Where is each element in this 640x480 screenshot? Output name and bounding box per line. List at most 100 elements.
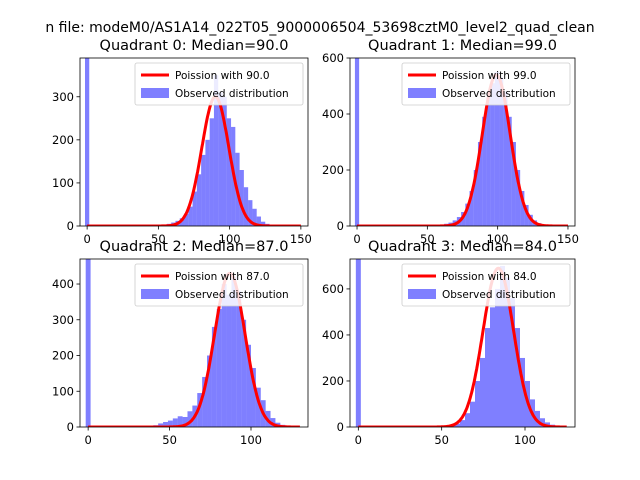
histogram-bar xyxy=(511,142,516,226)
y-tick-label: 100 xyxy=(52,176,74,190)
subplot-quadrant-3: 0 50 100 0 200 400 600 Quadrant 3: Median=84.0 P… xyxy=(322,239,576,447)
histogram-bar xyxy=(520,357,525,427)
y-tick-label: 600 xyxy=(322,282,344,296)
histogram-bar xyxy=(482,116,487,226)
subplot-quadrant-2: 0 50 100 0 100 200 300 400 Quadrant 2: Median=87… xyxy=(52,239,309,447)
histogram-bar xyxy=(505,277,510,427)
histogram-bar xyxy=(495,288,500,427)
histogram-bar xyxy=(184,213,189,226)
histogram-bar-spike xyxy=(354,58,360,226)
poisson-fit-line xyxy=(356,73,569,226)
histogram-bar xyxy=(243,187,249,226)
y-tick-label: 200 xyxy=(322,374,344,388)
y-tick-label: 600 xyxy=(322,51,344,65)
histogram-bar xyxy=(455,423,460,427)
axes-frame xyxy=(349,258,576,428)
x-tick-label: 0 xyxy=(84,433,91,447)
histogram-bar xyxy=(524,205,529,226)
y-tick-label: 0 xyxy=(337,420,344,434)
subplot-quadrant-1: 0 50 100 150 0 200 400 600 Quadrant 1: Median=99… xyxy=(322,38,579,246)
x-tick-label: 100 xyxy=(514,433,536,447)
histogram-bar xyxy=(469,191,474,226)
subplot-quadrant-0: 0 50 100 150 0 100 200 300 Quadrant 0: Median=90… xyxy=(52,38,312,246)
legend-label-observed: Observed distribution xyxy=(442,289,556,301)
legend-label-fit: Poission with 99.0 xyxy=(442,70,537,82)
legend: Poission with 84.0 Observed distribution xyxy=(401,263,571,307)
x-tick-label: 150 xyxy=(290,232,312,246)
x-tick-label: 50 xyxy=(434,433,449,447)
histogram-bar xyxy=(226,294,232,427)
histogram-bar xyxy=(494,72,500,226)
x-tick-label: 100 xyxy=(487,232,509,246)
legend: Poission with 99.0 Observed distribution xyxy=(401,62,571,106)
plot-area xyxy=(355,259,568,427)
histogram-bar xyxy=(158,423,164,427)
plot-area xyxy=(354,58,569,226)
histogram-bar xyxy=(255,387,261,427)
histogram-bar xyxy=(213,75,219,226)
legend-label-fit: Poission with 87.0 xyxy=(175,271,270,283)
histogram-bar xyxy=(503,91,508,226)
histogram-bar xyxy=(540,418,545,427)
histogram-bar xyxy=(209,118,214,226)
histogram-bar xyxy=(205,139,210,226)
histogram-bar xyxy=(490,83,495,226)
y-tick-label: 200 xyxy=(52,133,74,147)
x-tick-label: 100 xyxy=(219,232,241,246)
y-tick-label: 400 xyxy=(322,328,344,342)
histogram-bar-spike xyxy=(355,259,361,427)
x-tick-label: 0 xyxy=(83,232,90,246)
subplot-title: Quadrant 1: Median=99.0 xyxy=(368,38,557,54)
x-tick-label: 0 xyxy=(355,433,362,447)
subplot-title: Quadrant 3: Median=84.0 xyxy=(368,239,557,255)
histogram-bar xyxy=(248,200,253,226)
histogram-bar xyxy=(251,368,256,427)
histogram-bar xyxy=(187,411,193,427)
legend-bar-swatch xyxy=(141,88,169,98)
histogram-bar xyxy=(499,77,504,226)
histogram-bar xyxy=(460,420,465,427)
histogram-bar xyxy=(182,416,188,427)
histogram-bar xyxy=(515,170,521,226)
histogram-bar xyxy=(241,319,247,427)
y-tick-label: 300 xyxy=(52,90,74,104)
histogram-bar xyxy=(196,174,202,226)
histogram-bar xyxy=(477,142,483,226)
histogram-bar xyxy=(163,421,168,427)
legend-bar-swatch xyxy=(408,88,436,98)
x-tick-label: 50 xyxy=(420,232,435,246)
histogram-bar xyxy=(236,291,242,427)
y-tick-label: 200 xyxy=(52,349,74,363)
histogram-bar xyxy=(197,393,203,427)
histogram-bar xyxy=(465,203,470,226)
y-tick-label: 200 xyxy=(322,163,344,177)
histogram-bar xyxy=(256,216,261,226)
legend-label-observed: Observed distribution xyxy=(175,289,289,301)
figure-suptitle: n file: modeM0/AS1A14_022T05_9000006504_… xyxy=(45,20,594,36)
histogram-bar xyxy=(246,344,251,427)
legend-label-observed: Observed distribution xyxy=(442,88,556,100)
legend-bar-swatch xyxy=(141,289,169,299)
y-tick-label: 100 xyxy=(52,384,74,398)
histogram-bar xyxy=(222,96,227,226)
plot-area xyxy=(85,259,301,427)
x-tick-label: 0 xyxy=(353,232,360,246)
axes-frame xyxy=(79,258,309,428)
histogram-bar xyxy=(485,328,490,427)
subplot-title: Quadrant 0: Median=90.0 xyxy=(100,38,289,54)
legend-label-fit: Poission with 90.0 xyxy=(175,70,270,82)
poisson-fit-line xyxy=(87,271,301,427)
histogram-bar xyxy=(202,376,208,427)
legend: Poission with 87.0 Observed distribution xyxy=(134,263,304,307)
legend-label-observed: Observed distribution xyxy=(175,88,289,100)
y-tick-label: 400 xyxy=(52,277,74,291)
histogram-bar xyxy=(465,413,470,427)
histogram-bar xyxy=(470,401,475,427)
histogram-bar xyxy=(260,221,266,226)
histogram-bar xyxy=(486,97,491,226)
histogram-bar xyxy=(500,265,505,427)
y-tick-label: 0 xyxy=(67,420,74,434)
histogram-bar xyxy=(226,118,232,226)
histogram-bar xyxy=(520,191,525,226)
axes-frame xyxy=(79,57,309,227)
